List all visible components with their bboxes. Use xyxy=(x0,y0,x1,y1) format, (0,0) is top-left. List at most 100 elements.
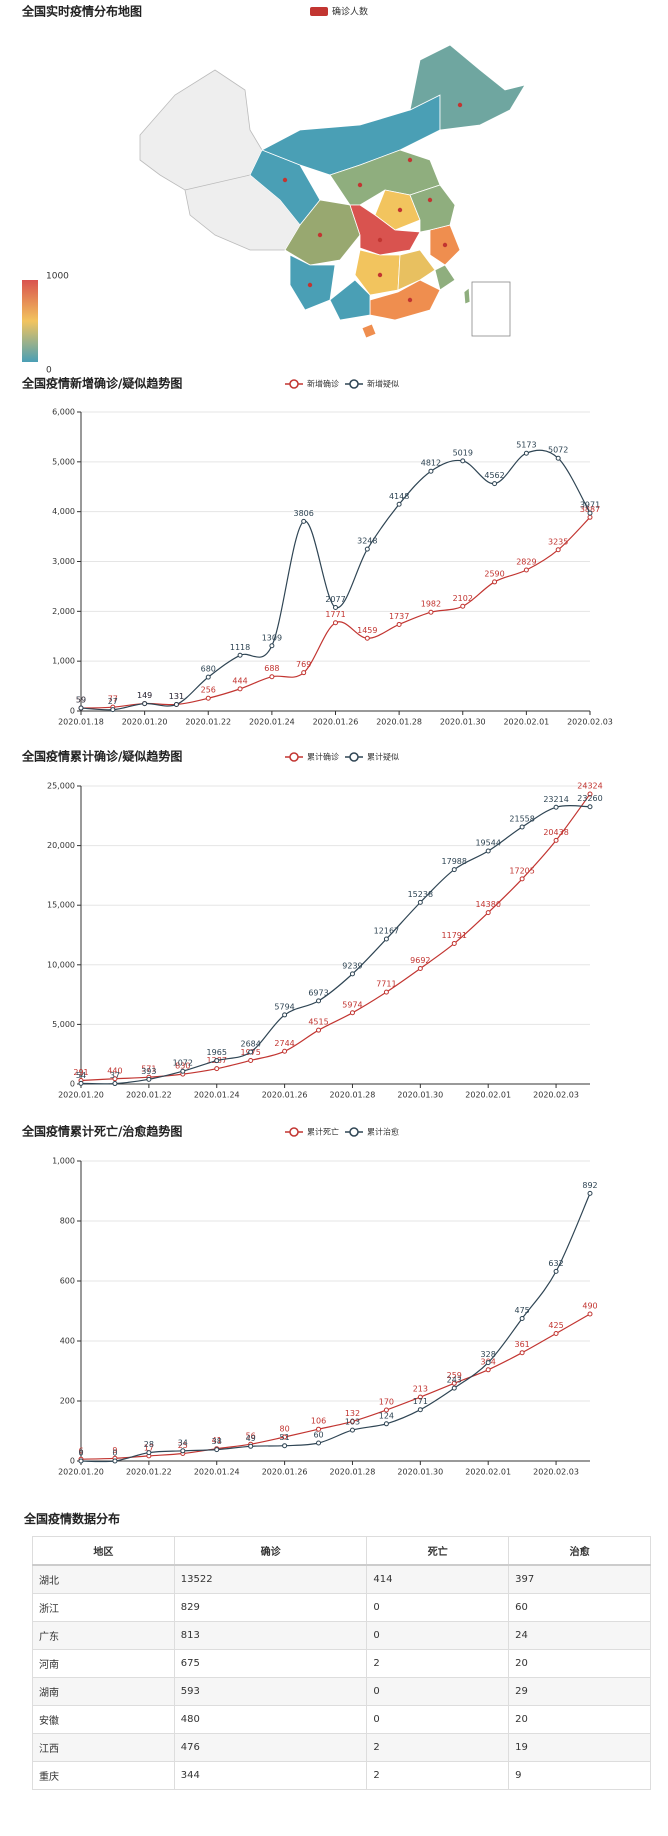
point xyxy=(523,567,529,573)
cell: 0 xyxy=(366,1705,510,1734)
data-label: 34 xyxy=(178,1438,188,1447)
data-label: 5794 xyxy=(274,1002,294,1011)
point xyxy=(364,635,370,641)
y-tick-label: 5,000 xyxy=(52,457,75,466)
data-label: 15238 xyxy=(408,890,433,899)
x-tick-label: 2020.01.20 xyxy=(122,718,168,727)
point xyxy=(248,1443,254,1449)
point xyxy=(282,1048,288,1054)
y-tick-label: 3,000 xyxy=(52,557,75,566)
cell: 20 xyxy=(508,1649,651,1678)
point xyxy=(523,450,529,456)
y-tick-label: 0 xyxy=(70,1457,75,1466)
cell: 0 xyxy=(366,1677,510,1706)
legend-marker xyxy=(349,1127,359,1137)
visual-map-min: 0 xyxy=(46,366,52,376)
data-label: 4515 xyxy=(308,1018,328,1027)
x-tick-label: 2020.01.22 xyxy=(126,1468,172,1477)
row: 江西 476 2 19 xyxy=(32,1733,651,1762)
point xyxy=(110,707,116,713)
data-label: 28 xyxy=(144,1440,154,1449)
dot xyxy=(377,237,383,243)
data-label: 25 xyxy=(178,1441,188,1450)
data-label: 59 xyxy=(76,696,86,705)
x-tick-label: 2020.01.24 xyxy=(249,718,295,727)
legend-label: 累计死亡 xyxy=(307,1127,339,1137)
row: 河南 675 2 20 xyxy=(32,1649,651,1678)
legend-label: 新增疑似 xyxy=(367,379,399,389)
data-label: 1737 xyxy=(389,612,409,621)
point xyxy=(214,1447,220,1453)
point xyxy=(485,1367,491,1373)
legend-label: 累计疑似 xyxy=(367,752,399,762)
cell: 19 xyxy=(508,1733,651,1762)
data-label: 830 xyxy=(175,1062,190,1071)
region xyxy=(409,184,456,233)
row: 安徽 480 0 20 xyxy=(32,1705,651,1734)
data-label: 131 xyxy=(169,692,184,701)
y-tick-label: 15,000 xyxy=(47,901,75,910)
data-label: 2744 xyxy=(274,1039,294,1048)
x-tick-label: 2020.01.22 xyxy=(126,1091,172,1100)
cell: 0 xyxy=(366,1593,510,1622)
point xyxy=(587,514,593,520)
data-label: 328 xyxy=(481,1350,496,1359)
point xyxy=(282,1443,288,1449)
y-tick-label: 5,000 xyxy=(52,1020,75,1029)
y-tick-label: 400 xyxy=(60,1337,75,1346)
header-cell: 地区 xyxy=(32,1536,175,1566)
data-label: 1459 xyxy=(357,626,377,635)
y-tick-label: 25,000 xyxy=(47,782,75,791)
data-label: 6973 xyxy=(308,988,328,997)
cell: 344 xyxy=(173,1761,368,1790)
dot xyxy=(357,182,363,188)
x-tick-label: 2020.01.20 xyxy=(58,1468,104,1477)
region xyxy=(349,204,421,256)
point xyxy=(205,674,211,680)
legend-marker xyxy=(349,379,359,389)
y-tick-label: 2,000 xyxy=(52,607,75,616)
x-tick-label: 2020.01.20 xyxy=(58,1091,104,1100)
point xyxy=(316,1426,322,1432)
y-tick-label: 800 xyxy=(60,1217,75,1226)
data-label: 14380 xyxy=(475,900,500,909)
point xyxy=(451,1385,457,1391)
data-label: 49 xyxy=(246,1434,256,1443)
point xyxy=(180,1068,186,1074)
point xyxy=(492,579,498,585)
x-tick-label: 2020.01.30 xyxy=(397,1091,443,1100)
x-tick-label: 2020.01.28 xyxy=(330,1468,376,1477)
data-label: 2590 xyxy=(484,569,504,578)
point xyxy=(146,1450,152,1456)
dot xyxy=(397,207,403,213)
data-label: 5974 xyxy=(342,1000,362,1009)
data-label: 12167 xyxy=(374,926,399,935)
data-label: 51 xyxy=(280,1433,290,1442)
data-label: 3971 xyxy=(580,501,600,510)
row: 浙江 829 0 60 xyxy=(32,1593,651,1622)
data-label: 291 xyxy=(73,1068,88,1077)
data-label: 170 xyxy=(379,1398,394,1407)
point xyxy=(417,899,423,905)
point xyxy=(460,458,466,464)
data-label: 0 xyxy=(78,1449,83,1458)
cell: 397 xyxy=(508,1564,651,1594)
point xyxy=(237,686,243,692)
data-label: 24324 xyxy=(577,782,602,791)
point xyxy=(237,652,243,658)
x-tick-label: 2020.01.24 xyxy=(194,1468,240,1477)
y-tick-label: 6,000 xyxy=(52,408,75,417)
point xyxy=(349,1418,355,1424)
point xyxy=(555,547,561,553)
point xyxy=(553,1268,559,1274)
data-label: 892 xyxy=(582,1181,597,1190)
point xyxy=(349,971,355,977)
x-tick-label: 2020.01.28 xyxy=(376,718,422,727)
point xyxy=(555,455,561,461)
cell: 24 xyxy=(508,1621,651,1650)
cell: 9 xyxy=(508,1761,651,1790)
data-label: 632 xyxy=(548,1259,563,1268)
visual-map-max: 1000 xyxy=(46,272,69,282)
region xyxy=(329,279,371,321)
legend-label: 新增确诊 xyxy=(307,379,339,389)
